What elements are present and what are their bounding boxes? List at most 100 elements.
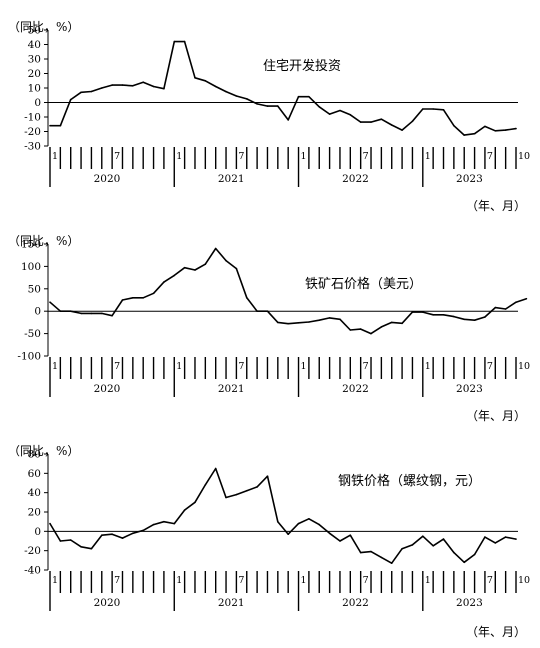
y-tick-label: -40 <box>24 565 41 577</box>
data-point <box>204 80 207 82</box>
data-point <box>90 312 93 315</box>
x-month-label: 7 <box>238 575 244 586</box>
data-point <box>246 489 248 492</box>
x-month-label: 1 <box>176 151 182 162</box>
x-month-label: 10 <box>518 575 530 586</box>
data-point <box>59 124 62 127</box>
data-point <box>380 326 383 328</box>
data-point <box>204 263 207 266</box>
data-point <box>473 553 476 556</box>
data-point <box>80 546 82 548</box>
data-point <box>111 84 113 86</box>
data-point <box>194 77 196 79</box>
x-month-label: 7 <box>238 151 244 162</box>
data-point <box>504 308 507 310</box>
x-month-label: 1 <box>425 575 431 586</box>
data-point <box>370 121 372 123</box>
data-point <box>515 301 517 304</box>
data-point <box>432 108 435 110</box>
data-point <box>328 113 331 115</box>
data-point <box>308 95 310 98</box>
data-point <box>49 124 51 127</box>
series-line <box>49 247 527 335</box>
y-tick-label: -50 <box>24 328 41 340</box>
data-point <box>308 518 310 520</box>
data-point <box>163 520 165 523</box>
data-point <box>246 297 248 299</box>
y-tick-label: -20 <box>24 126 41 138</box>
data-point <box>266 105 269 107</box>
data-point <box>453 315 455 318</box>
data-point <box>59 540 62 542</box>
y-tick-label: 30 <box>28 54 41 66</box>
data-point <box>453 551 455 554</box>
data-point <box>256 486 258 488</box>
data-point <box>183 40 186 43</box>
data-point <box>422 108 424 110</box>
data-point <box>90 547 93 550</box>
data-point <box>401 547 403 550</box>
x-month-label: 1 <box>52 361 58 372</box>
y-tick-label: 20 <box>28 507 41 519</box>
y-tick-label: 10 <box>28 83 41 95</box>
x-month-label: 7 <box>114 151 120 162</box>
x-month-label: 1 <box>52 575 58 586</box>
data-point <box>152 523 155 526</box>
data-point <box>246 98 248 100</box>
x-month-label: 10 <box>518 151 530 162</box>
y-tick-label: -10 <box>24 112 41 124</box>
data-point <box>183 266 186 269</box>
x-year-label: 2022 <box>342 597 369 609</box>
data-point <box>359 551 362 554</box>
y-tick-label: -30 <box>24 141 41 153</box>
data-point <box>235 493 238 496</box>
data-point <box>194 501 196 504</box>
data-point <box>173 40 176 43</box>
data-point <box>163 87 165 90</box>
data-point <box>297 522 300 525</box>
data-point <box>401 322 403 325</box>
y-tick-label: 0 <box>34 526 41 538</box>
data-point <box>432 314 435 316</box>
data-point <box>328 532 331 535</box>
data-point <box>80 312 82 315</box>
x-month-label: 7 <box>363 151 369 162</box>
x-year-label: 2021 <box>218 173 245 185</box>
data-point <box>473 132 476 135</box>
x-year-label: 2020 <box>94 597 121 609</box>
data-point <box>121 84 124 86</box>
x-month-label: 10 <box>518 361 530 372</box>
x-month-label: 1 <box>425 151 431 162</box>
y-tick-label: -20 <box>24 545 41 557</box>
data-point <box>256 310 258 313</box>
data-point <box>390 124 393 126</box>
data-point <box>142 81 144 83</box>
y-unit-label: （同比，%） <box>8 234 79 248</box>
data-point <box>132 532 134 535</box>
data-point <box>266 310 269 313</box>
data-point <box>101 87 103 89</box>
chart-panel-steel-price: （同比，%）80 60 40 20 0 -20 -40 1 7 1 7 1 7 1 7 10 2020 2021 2… <box>8 444 530 639</box>
data-point <box>318 319 321 322</box>
data-point <box>453 124 455 127</box>
data-point <box>287 119 290 121</box>
data-point <box>297 95 300 98</box>
data-point <box>121 537 124 539</box>
data-point <box>504 536 507 538</box>
x-unit-label: （年、月） <box>466 625 526 639</box>
series-line <box>49 467 517 565</box>
data-point <box>277 520 279 523</box>
data-point <box>69 98 72 101</box>
data-point <box>411 120 414 123</box>
data-point <box>494 306 497 309</box>
data-point <box>422 535 424 537</box>
data-point <box>277 321 279 324</box>
y-unit-label: （同比，%） <box>8 20 79 34</box>
data-point <box>90 90 93 93</box>
chart-panel-residential-investment: （同比，%）50 40 30 20 10 0 -10 -20 -30 1 7 1 7 1 7 1 7 10 2020… <box>8 20 530 213</box>
data-point <box>256 103 258 105</box>
data-point <box>152 292 155 295</box>
data-point <box>349 114 352 116</box>
data-point <box>287 322 290 325</box>
